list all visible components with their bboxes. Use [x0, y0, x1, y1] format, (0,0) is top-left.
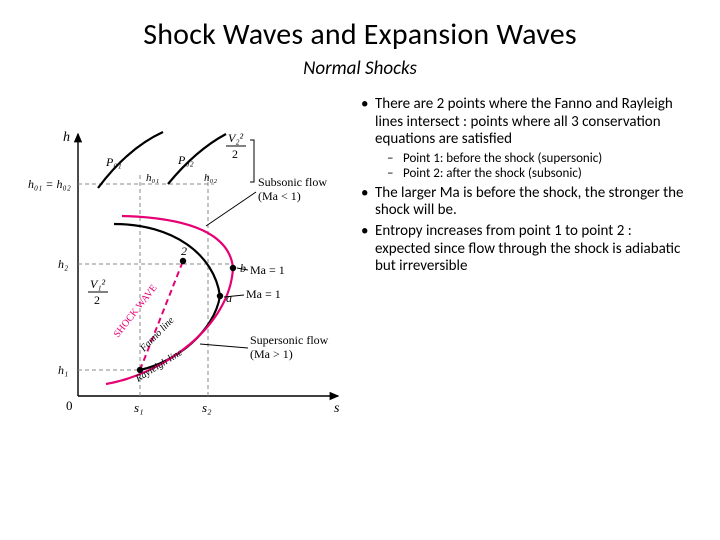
svg-text:2: 2 — [94, 293, 100, 307]
subbullet-list: Point 1: before the shock (supersonic) P… — [375, 151, 687, 182]
bullet-3: Entropy increases from point 1 to point … — [355, 223, 687, 276]
svg-text:Supersonic flow: Supersonic flow — [250, 333, 329, 347]
svg-text:0: 0 — [66, 398, 73, 413]
svg-text:s: s — [334, 401, 340, 416]
svg-text:h: h — [63, 130, 70, 145]
svg-text:h₂: h₂ — [58, 257, 68, 271]
svg-text:h₀₁: h₀₁ — [146, 172, 159, 184]
svg-text:Ma = 1: Ma = 1 — [246, 287, 281, 301]
content-row: h s 0 h₁ h₂ h₀₁ = h₀₂ s₁ s₂ h₀₁ h₀₂ P₀₁ P₀₂ V₂² 2 V₁² 2… — [0, 90, 720, 426]
svg-text:Subsonic flow: Subsonic flow — [258, 175, 327, 189]
bullet-2: The larger Ma is before the shock, the s… — [355, 185, 687, 220]
svg-text:2: 2 — [181, 244, 187, 258]
svg-text:P₀₁: P₀₁ — [105, 155, 122, 169]
svg-text:s₁: s₁ — [134, 400, 144, 415]
subbullet-2: Point 2: after the shock (subsonic) — [375, 166, 687, 181]
svg-text:V₁²: V₁² — [90, 277, 106, 291]
subbullet-1: Point 1: before the shock (supersonic) — [375, 151, 687, 166]
bullet-1: There are 2 points where the Fanno and R… — [355, 96, 687, 182]
slide-title: Shock Waves and Expansion Waves — [0, 0, 720, 53]
svg-text:P₀₂: P₀₂ — [177, 153, 194, 167]
svg-text:(Ma > 1): (Ma > 1) — [250, 347, 293, 361]
svg-text:V₂²: V₂² — [228, 131, 244, 145]
svg-text:Fanno line: Fanno line — [138, 315, 177, 355]
svg-text:2: 2 — [232, 147, 238, 161]
text-column: There are 2 points where the Fanno and R… — [355, 90, 705, 426]
bullet-list: There are 2 points where the Fanno and R… — [355, 96, 687, 276]
figure-column: h s 0 h₁ h₂ h₀₁ = h₀₂ s₁ s₂ h₀₁ h₀₂ P₀₁ P₀₂ V₂² 2 V₁² 2… — [0, 90, 355, 426]
svg-text:s₂: s₂ — [202, 400, 212, 415]
svg-text:h₀₂: h₀₂ — [204, 172, 217, 184]
svg-text:Ma = 1: Ma = 1 — [250, 263, 285, 277]
svg-text:h₁: h₁ — [58, 363, 68, 377]
svg-text:a: a — [226, 291, 232, 305]
svg-text:(Ma < 1): (Ma < 1) — [258, 189, 301, 203]
slide-subtitle: Normal Shocks — [0, 57, 720, 80]
svg-text:h₀₁ = h₀₂: h₀₁ = h₀₂ — [28, 177, 71, 191]
svg-text:b: b — [240, 261, 246, 275]
hs-diagram: h s 0 h₁ h₂ h₀₁ = h₀₂ s₁ s₂ h₀₁ h₀₂ P₀₁ P₀₂ V₂² 2 V₁² 2… — [28, 126, 348, 426]
bullet-1-text: There are 2 points where the Fanno and R… — [375, 95, 673, 148]
